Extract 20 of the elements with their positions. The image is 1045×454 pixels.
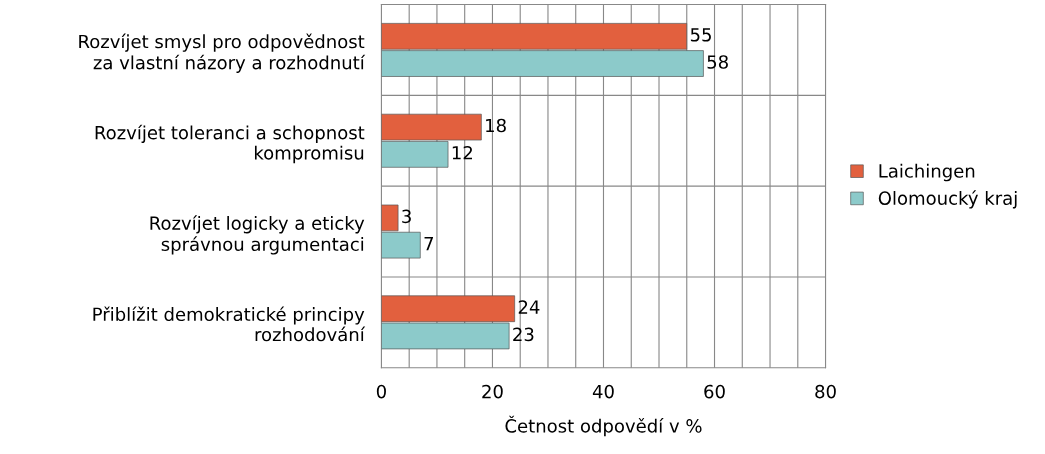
data-label: 23 bbox=[513, 327, 534, 342]
y-tick-label: Rozvíjet toleranci a schopnost kompromisu bbox=[95, 124, 365, 164]
data-label: 3 bbox=[402, 209, 411, 224]
data-label: 18 bbox=[486, 118, 506, 133]
data-label: 12 bbox=[452, 145, 472, 160]
y-tick-label: Rozvíjet smysl pro odpovědnost za vlastní názory a rozhodnutí bbox=[79, 33, 366, 73]
x-tick-label: 20 bbox=[482, 384, 503, 399]
x-axis-title: Četnost odpovědí v % bbox=[505, 415, 702, 437]
x-tick-label: 80 bbox=[815, 384, 836, 399]
legend-label: Laichingen bbox=[879, 163, 975, 182]
data-label: 55 bbox=[690, 28, 711, 42]
data-label: 58 bbox=[707, 55, 728, 69]
x-tick-label: 60 bbox=[704, 384, 725, 399]
data-label: 24 bbox=[518, 300, 540, 314]
data-label: 7 bbox=[424, 236, 434, 251]
x-tick-label: 40 bbox=[592, 384, 614, 399]
legend-label: Olomoucký kraj bbox=[878, 190, 1017, 209]
y-tick-label: Přiblížit demokratické principy rozhodování bbox=[93, 306, 366, 342]
x-tick-label: 0 bbox=[376, 384, 386, 399]
y-tick-label: Rozvíjet logicky a eticky správnou argumentaci bbox=[150, 215, 365, 255]
